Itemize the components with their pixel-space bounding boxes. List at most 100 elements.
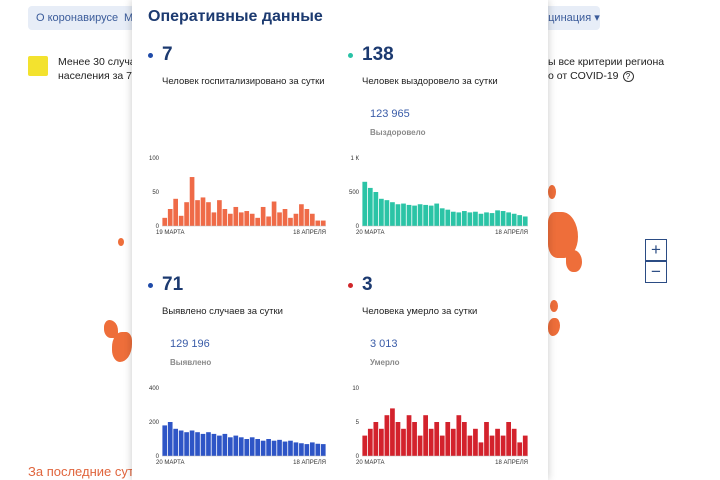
chart-bar[interactable] xyxy=(162,217,168,226)
chart-bar[interactable] xyxy=(406,415,412,456)
chart-bar[interactable] xyxy=(178,215,184,226)
zoom-out-button[interactable]: − xyxy=(645,261,667,283)
chart-bar[interactable] xyxy=(473,428,478,456)
chart-bar[interactable] xyxy=(277,212,282,226)
chart-bar[interactable] xyxy=(217,435,222,456)
chart-bar[interactable] xyxy=(450,211,456,226)
chart-bar[interactable] xyxy=(462,211,467,226)
info-icon[interactable]: ? xyxy=(622,70,634,82)
chart-bar[interactable] xyxy=(417,204,423,226)
chart-bar[interactable] xyxy=(222,433,228,456)
chart-bar[interactable] xyxy=(162,425,168,456)
chart-bar[interactable] xyxy=(304,209,310,226)
chart-bar[interactable] xyxy=(423,204,428,226)
chart-bar[interactable] xyxy=(390,408,395,456)
chart-bar[interactable] xyxy=(195,432,200,456)
chart-bar[interactable] xyxy=(315,443,321,456)
chart-bar[interactable] xyxy=(495,428,500,456)
chart-bar[interactable] xyxy=(522,216,528,226)
chart-bar[interactable] xyxy=(282,441,288,456)
chart-bar[interactable] xyxy=(434,422,440,456)
map-region-left-2[interactable] xyxy=(112,332,132,362)
chart-bar[interactable] xyxy=(478,442,484,456)
chart-bar[interactable] xyxy=(266,439,271,456)
chart-bar[interactable] xyxy=(412,205,417,226)
chart-bar[interactable] xyxy=(489,213,495,226)
chart-bar[interactable] xyxy=(288,440,293,456)
chart-bar[interactable] xyxy=(362,435,368,456)
chart-bar[interactable] xyxy=(517,215,523,226)
chart-bar[interactable] xyxy=(184,432,189,456)
chart-bar[interactable] xyxy=(217,200,222,226)
chart-bar[interactable] xyxy=(367,187,373,226)
chart-bar[interactable] xyxy=(288,217,293,226)
chart-bar[interactable] xyxy=(362,181,368,226)
chart-bar[interactable] xyxy=(379,428,384,456)
chart-bar[interactable] xyxy=(173,198,178,226)
chart-bar[interactable] xyxy=(299,204,304,226)
chart-bar[interactable] xyxy=(173,428,178,456)
chart-bar[interactable] xyxy=(428,428,434,456)
chart-bar[interactable] xyxy=(260,440,266,456)
chart-bar[interactable] xyxy=(462,422,467,456)
chart-bar[interactable] xyxy=(167,209,173,226)
map-region-right-5[interactable] xyxy=(548,318,560,336)
chart-bar[interactable] xyxy=(467,212,473,226)
chart-bar[interactable] xyxy=(255,217,260,226)
chart-bar[interactable] xyxy=(211,212,217,226)
chart-bar[interactable] xyxy=(423,415,428,456)
chart-bar[interactable] xyxy=(390,202,395,226)
chart-bar[interactable] xyxy=(222,209,228,226)
nav-coronavirus[interactable]: О коронавирусе ▾ xyxy=(28,6,135,30)
map-region-right-3[interactable] xyxy=(566,250,582,272)
chart-bar[interactable] xyxy=(506,422,511,456)
chart-bar[interactable] xyxy=(395,204,401,226)
chart-bar[interactable] xyxy=(255,439,260,456)
map-region-right-4[interactable] xyxy=(550,300,558,312)
chart-bar[interactable] xyxy=(522,435,528,456)
chart-bar[interactable] xyxy=(271,201,277,226)
map-region-right-1[interactable] xyxy=(548,185,556,199)
chart-bar[interactable] xyxy=(500,435,506,456)
zoom-in-button[interactable]: + xyxy=(645,239,667,261)
chart-bar[interactable] xyxy=(500,211,506,226)
map-region-left-1[interactable] xyxy=(104,320,118,338)
chart-bar[interactable] xyxy=(373,422,379,456)
chart-bar[interactable] xyxy=(406,204,412,226)
chart-bar[interactable] xyxy=(395,422,401,456)
chart-bar[interactable] xyxy=(384,415,390,456)
chart-bar[interactable] xyxy=(266,216,271,226)
chart-bar[interactable] xyxy=(379,198,384,226)
chart-bar[interactable] xyxy=(384,200,390,226)
chart-bar[interactable] xyxy=(445,209,451,226)
chart-bar[interactable] xyxy=(249,213,255,226)
chart-bar[interactable] xyxy=(320,220,326,226)
chart-bar[interactable] xyxy=(489,435,495,456)
chart-bar[interactable] xyxy=(249,437,255,456)
chart-bar[interactable] xyxy=(456,212,462,226)
chart-bar[interactable] xyxy=(484,422,489,456)
chart-bar[interactable] xyxy=(484,212,489,226)
chart-bar[interactable] xyxy=(315,220,321,226)
chart-bar[interactable] xyxy=(189,177,195,226)
chart-bar[interactable] xyxy=(467,435,473,456)
chart-bar[interactable] xyxy=(473,211,478,226)
chart-bar[interactable] xyxy=(233,435,239,456)
chart-bar[interactable] xyxy=(260,206,266,226)
chart-bar[interactable] xyxy=(412,422,417,456)
chart-bar[interactable] xyxy=(439,208,445,226)
chart-bar[interactable] xyxy=(299,443,304,456)
chart-bar[interactable] xyxy=(277,439,282,456)
chart-bar[interactable] xyxy=(228,213,233,226)
chart-bar[interactable] xyxy=(293,213,299,226)
chart-bar[interactable] xyxy=(304,444,310,456)
chart-bar[interactable] xyxy=(244,211,250,226)
chart-bar[interactable] xyxy=(434,203,440,226)
chart-bar[interactable] xyxy=(478,213,484,226)
chart-bar[interactable] xyxy=(417,435,423,456)
chart-bar[interactable] xyxy=(206,432,211,456)
chart-bar[interactable] xyxy=(445,422,451,456)
chart-bar[interactable] xyxy=(511,428,517,456)
chart-bar[interactable] xyxy=(238,212,244,226)
chart-bar[interactable] xyxy=(282,209,288,226)
